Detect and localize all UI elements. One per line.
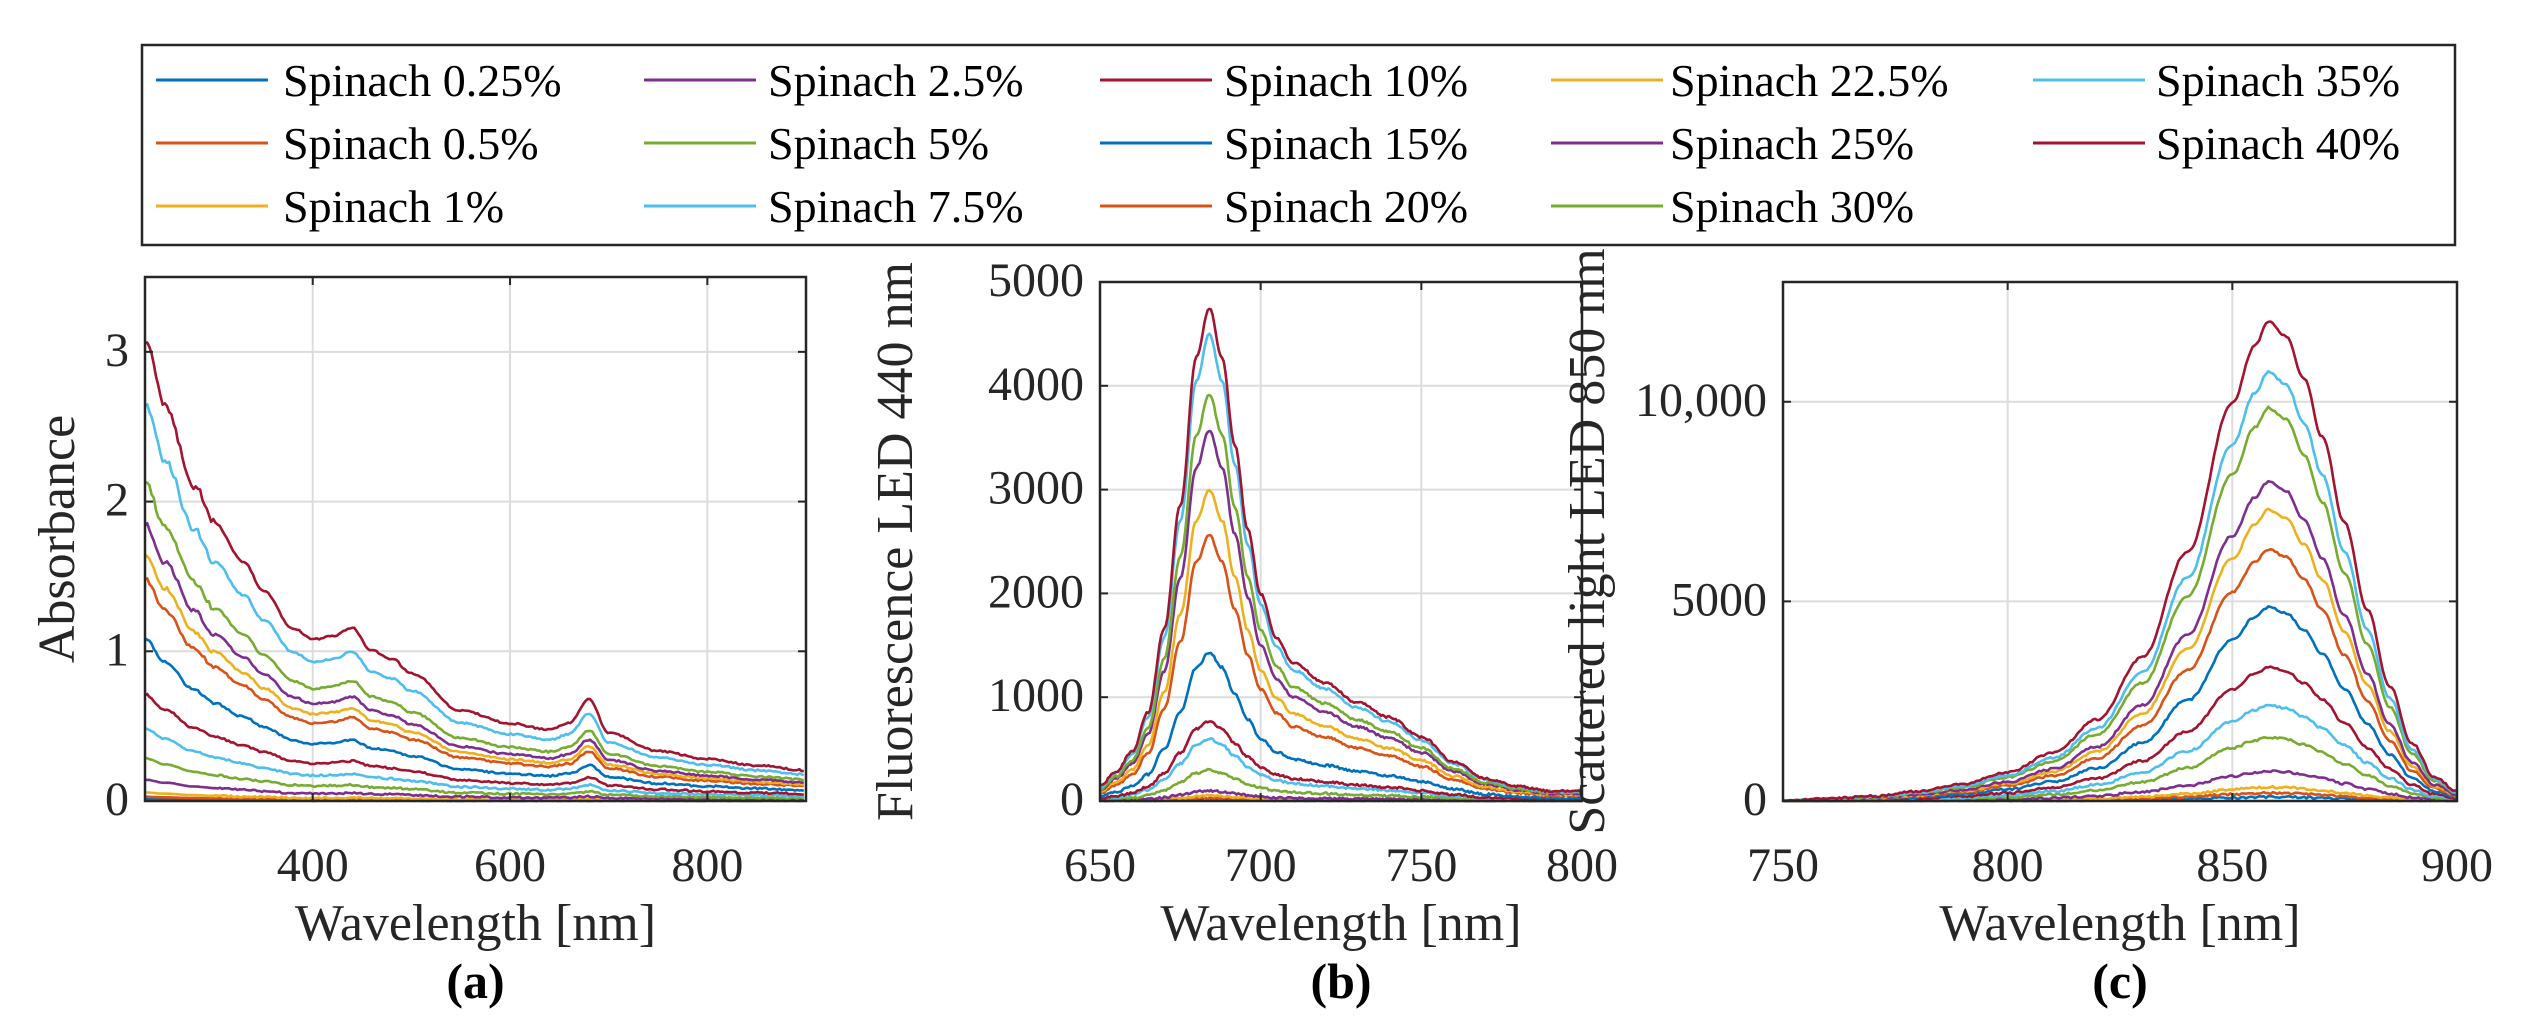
- panel-label: (b): [1310, 953, 1371, 1009]
- legend-entry: Spinach 15%: [1100, 118, 1468, 169]
- y-tick-label: 0: [1743, 773, 1767, 826]
- panel-label: (a): [446, 953, 504, 1009]
- legend-entry: Spinach 40%: [2033, 118, 2400, 169]
- series-line-spinach-22-5-: [144, 553, 804, 786]
- x-tick-label: 800: [671, 839, 743, 892]
- chart-panel-c: 750 800 850 900 0 5000 10,000 Wavelength [nm] Sc…: [1559, 248, 2493, 1009]
- y-tick-label: 3000: [988, 462, 1084, 515]
- x-tick-label: 800: [1546, 839, 1618, 892]
- series-line-spinach-20-: [144, 577, 804, 788]
- panel-label: (c): [2092, 953, 2148, 1009]
- series-line-spinach-30-: [144, 480, 804, 782]
- x-tick-label: 850: [2196, 839, 2268, 892]
- chart-panel-b: 650 700 750 800 0 1000 2000 3000 4000 5000 Wavelen…: [867, 254, 1618, 1009]
- x-tick-label: 700: [1225, 839, 1297, 892]
- x-tick-label: 750: [1385, 839, 1457, 892]
- x-axis-label: Wavelength [nm]: [1160, 895, 1521, 952]
- y-tick-label: 3: [105, 324, 129, 377]
- x-tick-label: 600: [474, 839, 546, 892]
- legend-label: Spinach 35%: [2156, 55, 2400, 106]
- x-tick-label: 650: [1064, 839, 1136, 892]
- legend-entry: Spinach 20%: [1100, 181, 1468, 232]
- legend-entry: Spinach 1%: [156, 181, 504, 232]
- series-line-spinach-15-: [144, 637, 805, 793]
- series-line-spinach-30-: [1099, 393, 1583, 795]
- series-line-spinach-25-: [144, 521, 805, 785]
- series-line-spinach-10-: [1099, 720, 1583, 802]
- axes-frame: [1781, 280, 2459, 803]
- y-tick-label: 4000: [988, 358, 1084, 411]
- y-axis-label: Fluorescence LED 440 nm: [867, 262, 924, 821]
- legend-entry: Spinach 35%: [2033, 55, 2400, 106]
- y-tick-label: 1000: [988, 669, 1084, 722]
- x-axis-label: Wavelength [nm]: [295, 895, 656, 952]
- legend: Spinach 0.25% Spinach 0.5% Spinach 1% Spina…: [140, 43, 2457, 247]
- legend-label: Spinach 22.5%: [1670, 55, 1949, 106]
- x-tick-label: 400: [277, 839, 349, 892]
- legend-entry: Spinach 22.5%: [1551, 55, 1949, 106]
- series-line-spinach-10-: [144, 692, 804, 796]
- legend-label: Spinach 5%: [768, 118, 989, 169]
- y-tick-label: 1: [105, 623, 129, 676]
- y-tick-label: 2: [105, 474, 129, 527]
- y-tick-label: 5000: [1671, 573, 1767, 626]
- y-axis-label: Absorbance: [29, 415, 86, 663]
- legend-entry: Spinach 0.25%: [156, 55, 562, 106]
- legend-label: Spinach 30%: [1670, 181, 1914, 232]
- legend-label: Spinach 10%: [1224, 55, 1468, 106]
- legend-label: Spinach 1%: [283, 181, 504, 232]
- series-line-spinach-15-: [1099, 651, 1583, 801]
- legend-entry: Spinach 10%: [1100, 55, 1468, 106]
- series-line-spinach-22-5-: [1782, 507, 2458, 803]
- axes-frame: [143, 275, 808, 803]
- legend-label: Spinach 2.5%: [768, 55, 1024, 106]
- x-axis-label: Wavelength [nm]: [1939, 895, 2300, 952]
- y-tick-label: 0: [1060, 773, 1084, 826]
- legend-label: Spinach 0.25%: [283, 55, 562, 106]
- legend-label: Spinach 7.5%: [768, 181, 1024, 232]
- chart-panels: 400 600 800 0 1 2 3 Wavelength [nm] Absorbance (a…: [29, 248, 2493, 1009]
- legend-label: Spinach 15%: [1224, 118, 1468, 169]
- chart-panel-a: 400 600 800 0 1 2 3 Wavelength [nm] Absorbance (a…: [29, 275, 808, 1009]
- legend-box: [140, 43, 2457, 247]
- y-axis-label: Scattered light LED 850 nm: [1559, 248, 1616, 834]
- series-line-spinach-5-: [144, 756, 805, 801]
- axes-frame: [1098, 280, 1584, 803]
- series-line-spinach-15-: [1782, 605, 2458, 803]
- y-tick-label: 5000: [988, 254, 1084, 307]
- y-tick-label: 10,000: [1635, 374, 1767, 427]
- x-tick-label: 750: [1747, 839, 1819, 892]
- legend-label: Spinach 0.5%: [283, 118, 539, 169]
- legend-entry: Spinach 5%: [644, 118, 989, 169]
- legend-entry: Spinach 0.5%: [156, 118, 539, 169]
- series-line-spinach-22-5-: [1099, 488, 1583, 797]
- series-line-spinach-35-: [144, 402, 805, 777]
- legend-entry: Spinach 30%: [1551, 181, 1914, 232]
- series-line-spinach-40-: [1099, 307, 1583, 794]
- legend-entry: Spinach 7.5%: [644, 181, 1024, 232]
- series-line-spinach-40-: [1782, 320, 2458, 803]
- legend-entry: Spinach 2.5%: [644, 55, 1024, 106]
- y-tick-label: 2000: [988, 565, 1084, 618]
- y-tick-label: 0: [105, 773, 129, 826]
- legend-label: Spinach 40%: [2156, 118, 2400, 169]
- series-line-spinach-2-5-: [144, 778, 804, 802]
- legend-label: Spinach 20%: [1224, 181, 1468, 232]
- legend-label: Spinach 25%: [1670, 118, 1914, 169]
- series-line-spinach-7-5-: [144, 726, 805, 799]
- x-tick-label: 900: [2421, 839, 2493, 892]
- legend-entry: Spinach 25%: [1551, 118, 1914, 169]
- series-line-spinach-40-: [144, 341, 804, 773]
- x-tick-label: 800: [1972, 839, 2044, 892]
